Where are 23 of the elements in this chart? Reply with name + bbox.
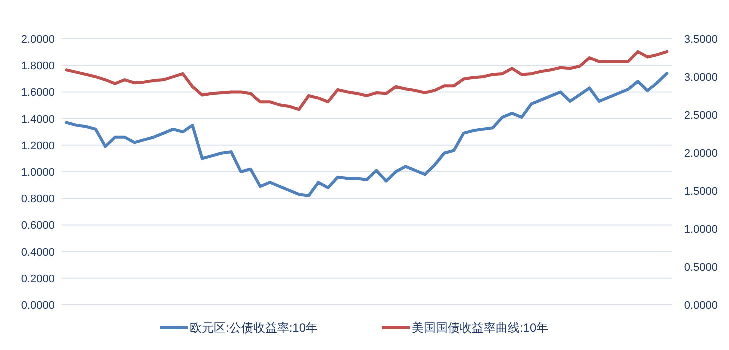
legend-label: 美国国债收益率曲线:10年: [412, 321, 549, 335]
y-tick-label: 1.6000: [21, 87, 55, 100]
y2-tick-label: 2.5000: [684, 110, 718, 122]
line-series: [65, 72, 669, 198]
y-tick-label: 0.6000: [21, 220, 55, 232]
y-tick-label: 0.0000: [21, 300, 55, 312]
y2-tick-label: 3.5000: [684, 34, 718, 46]
y-tick-label: 1.2000: [21, 140, 55, 152]
y-tick-label: 1.0000: [21, 167, 55, 179]
y-tick-label: 0.2000: [21, 273, 55, 286]
y-tick-label: 1.8000: [21, 60, 55, 73]
y2-tick-label: 1.5000: [684, 186, 718, 198]
y2-tick-label: 1.0000: [684, 224, 718, 236]
y-tick-label: 0.4000: [21, 246, 55, 259]
line-series: [65, 50, 669, 112]
y2-tick-label: 0.5000: [684, 262, 718, 274]
y2-tick-label: 3.0000: [684, 72, 718, 84]
legend-label: 欧元区:公债收益率:10年: [190, 321, 318, 335]
y-tick-label: 2.0000: [21, 34, 55, 46]
y2-tick-label: 2.0000: [684, 148, 718, 160]
y-tick-label: 0.8000: [21, 194, 55, 206]
y2-tick-label: 0.0000: [684, 300, 718, 312]
y-tick-label: 1.4000: [21, 114, 55, 126]
